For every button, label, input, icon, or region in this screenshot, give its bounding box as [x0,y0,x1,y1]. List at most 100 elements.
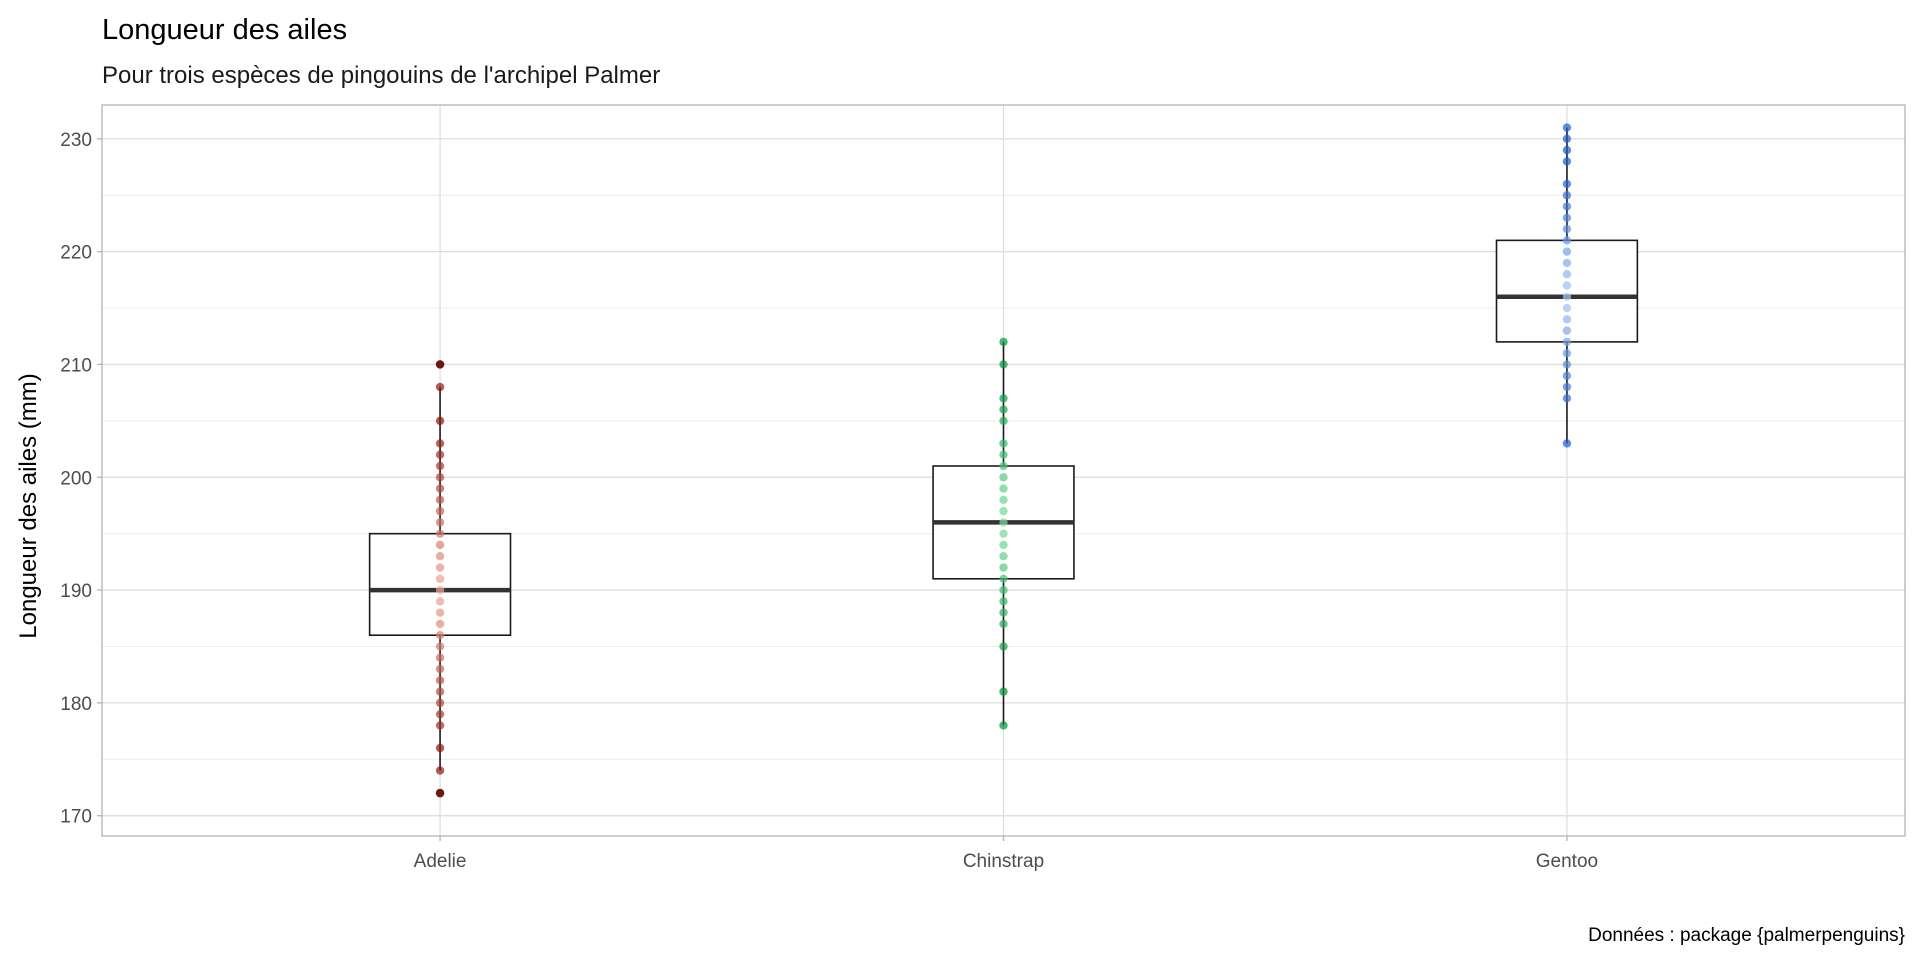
data-point [999,619,1008,629]
data-point [435,597,445,606]
chart-caption: Données : package {palmerpenguins} [1588,925,1905,946]
data-point [435,518,445,527]
data-point [435,619,445,629]
data-point [1562,145,1572,155]
data-point [999,337,1008,347]
chart-subtitle: Pour trois espèces de pingouins de l'arc… [102,62,660,89]
y-tick-label: 220 [60,243,92,264]
data-point [1562,134,1572,144]
data-point [999,552,1008,561]
data-point [999,416,1008,426]
data-point [1562,247,1572,256]
data-point [435,473,445,482]
y-axis-title: Longueur des ailes (mm) [15,373,42,638]
data-point [999,597,1008,606]
data-point [999,585,1008,595]
data-point [435,698,445,708]
y-axis-ticks: 170 180 190 200 210 220 230 [60,130,102,828]
data-point [435,676,445,685]
data-point [435,642,445,651]
box-iqr [1495,239,1639,343]
box-adelie [368,360,512,798]
data-point [1562,270,1572,279]
data-point [1562,382,1572,392]
chart-title: Longueur des ailes [102,14,347,46]
points-adelie [435,360,445,798]
y-tick-label: 230 [60,130,92,151]
points [435,123,1572,798]
x-tick-label: Adelie [414,851,467,872]
data-point [435,552,445,561]
data-point [435,495,445,505]
y-tick-label: 200 [60,468,92,489]
data-point [999,439,1008,448]
y-tick-label: 170 [60,807,92,828]
x-tick-label: Chinstrap [963,851,1044,872]
data-point [435,484,445,493]
data-point [435,608,445,617]
data-point [435,461,445,471]
data-point [999,574,1008,583]
data-point [1562,179,1572,189]
data-point [1562,236,1572,245]
points-chinstrap [999,337,1008,730]
data-point [435,574,445,583]
data-point [999,394,1008,403]
data-point [999,721,1008,730]
data-point [1562,337,1572,347]
data-point [999,484,1008,493]
data-point [435,664,445,674]
data-point [435,382,445,392]
y-tick-label: 180 [60,694,92,715]
data-point [1562,202,1572,211]
data-point [999,473,1008,482]
data-point [435,506,445,516]
data-point [435,631,445,640]
data-point [435,439,445,448]
data-point [435,540,445,550]
data-point [1562,326,1572,335]
x-axis-ticks: Adelie Chinstrap Gentoo [414,836,1598,872]
data-point [435,360,445,369]
x-tick-label: Gentoo [1536,851,1598,872]
data-point [1562,157,1572,166]
data-point [435,416,445,426]
data-point [435,687,445,696]
data-point [1562,123,1572,132]
y-tick-label: 190 [60,581,92,602]
data-point [999,540,1008,550]
data-point [435,721,445,730]
data-point [1562,258,1572,268]
data-point [1562,281,1572,290]
data-point [999,495,1008,505]
data-point [999,518,1008,527]
data-point [999,360,1008,369]
data-point [999,608,1008,617]
data-point [1562,191,1572,200]
data-point [999,529,1008,538]
box-iqr [368,532,512,637]
y-tick-label: 210 [60,355,92,376]
data-point [1562,213,1572,223]
data-point [999,642,1008,651]
data-point [435,450,445,459]
data-point [435,709,445,719]
data-point [999,506,1008,516]
data-point [1562,303,1572,313]
data-point [999,563,1008,572]
data-point [435,529,445,538]
data-point [999,450,1008,459]
data-point [1562,348,1572,358]
data-point [435,563,445,572]
data-point [999,687,1008,696]
data-point [1562,394,1572,403]
data-point [1562,315,1572,324]
data-point [435,788,445,798]
data-point [1562,371,1572,380]
data-point [435,766,445,775]
data-point [1562,292,1572,301]
data-point [435,743,445,753]
data-point [999,461,1008,471]
data-point [435,653,445,662]
